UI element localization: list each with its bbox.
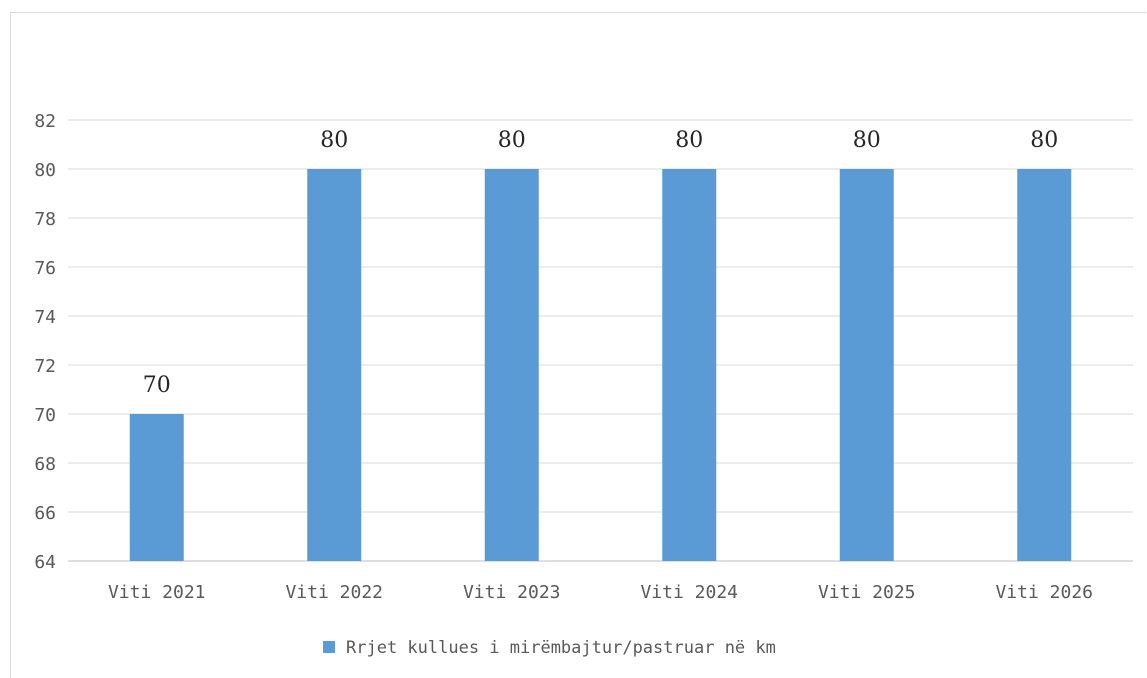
y-tick-label: 76 (34, 258, 56, 279)
y-tick-label: 74 (34, 307, 56, 328)
y-tick-label: 72 (34, 356, 56, 377)
x-tick-label: Viti 2023 (463, 582, 561, 603)
y-tick-label: 68 (34, 454, 56, 475)
legend: Rrjet kullues i mirëmbajtur/pastruar në … (323, 638, 776, 658)
y-tick-label: 64 (34, 552, 56, 573)
data-label: 80 (498, 128, 526, 153)
data-label: 80 (675, 128, 703, 153)
x-tick-label: Viti 2021 (108, 582, 206, 603)
x-tick-label: Viti 2024 (640, 582, 738, 603)
bar (307, 169, 362, 561)
y-tick-label: 78 (34, 209, 56, 230)
data-labels: 70 80 80 80 80 80 (143, 128, 1059, 398)
y-axis: 64 66 68 70 72 74 76 78 80 82 (34, 111, 56, 573)
x-tick-label: Viti 2025 (818, 582, 916, 603)
data-label: 80 (1030, 128, 1058, 153)
bar (484, 169, 539, 561)
bar (839, 169, 894, 561)
legend-label: Rrjet kullues i mirëmbajtur/pastruar në … (346, 638, 776, 658)
y-tick-label: 66 (34, 503, 56, 524)
gridlines (68, 119, 1133, 562)
y-tick-label: 80 (34, 160, 56, 181)
x-axis: Viti 2021 Viti 2022 Viti 2023 Viti 2024 Viti… (108, 582, 1093, 603)
y-tick-label: 82 (34, 111, 56, 132)
bar (662, 169, 717, 561)
chart-frame (10, 12, 1146, 678)
legend-swatch (323, 641, 335, 653)
bar (129, 414, 184, 561)
y-tick-label: 70 (34, 405, 56, 426)
x-tick-label: Viti 2026 (995, 582, 1093, 603)
data-label: 80 (853, 128, 881, 153)
data-label: 70 (143, 373, 171, 398)
x-tick-label: Viti 2022 (285, 582, 383, 603)
bar (1017, 169, 1072, 561)
data-label: 80 (320, 128, 348, 153)
bars (129, 169, 1072, 561)
